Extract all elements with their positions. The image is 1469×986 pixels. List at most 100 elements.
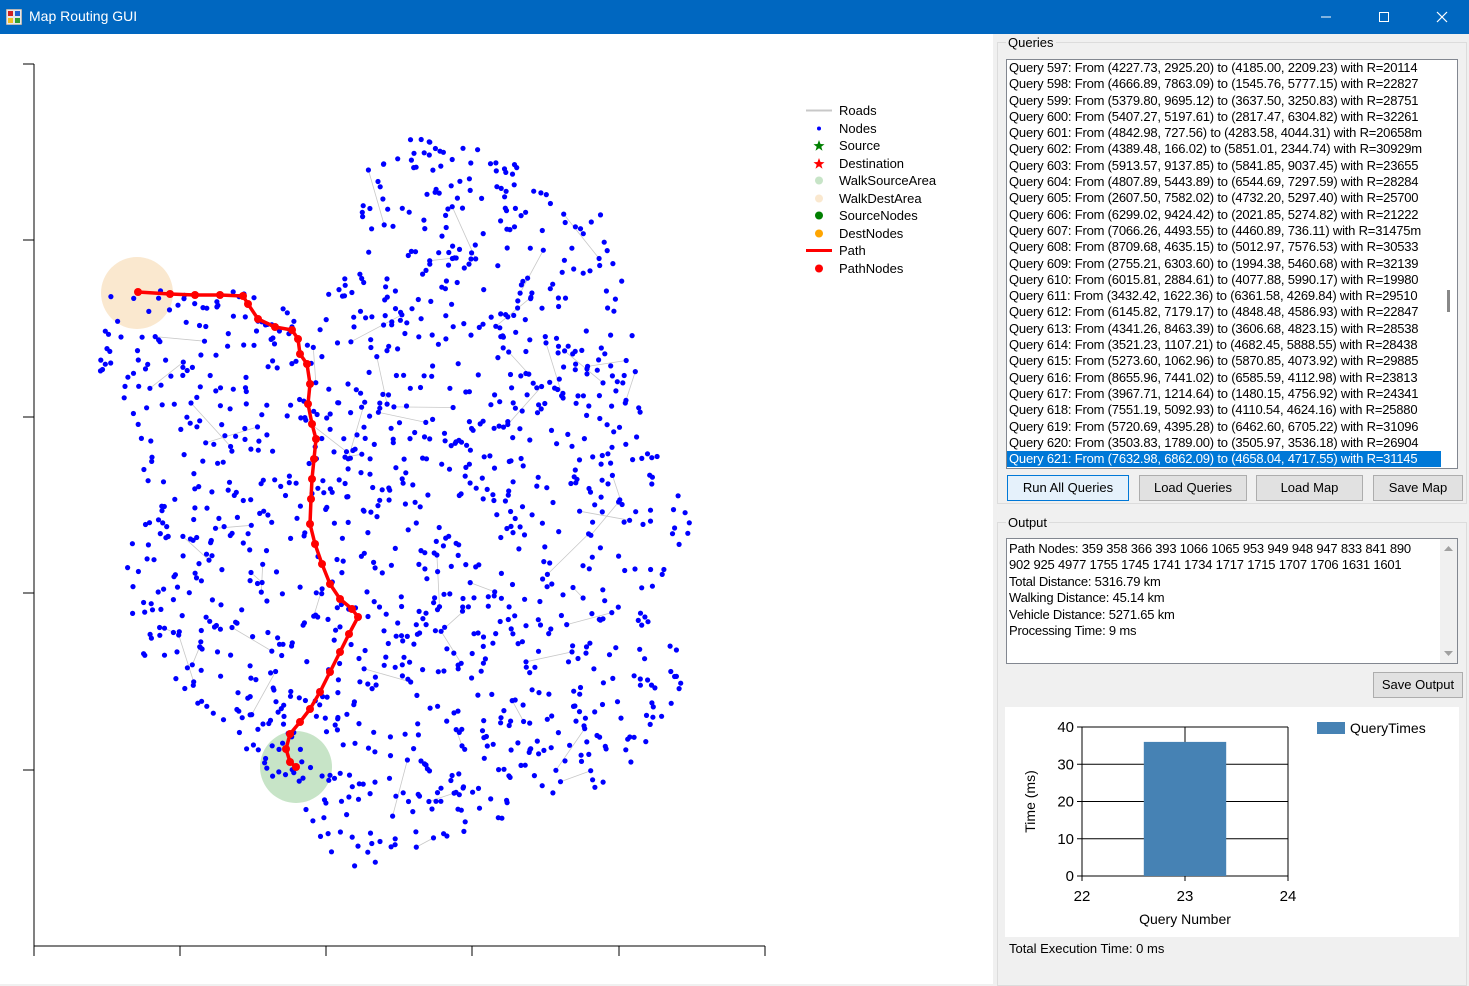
path-node <box>306 705 314 713</box>
close-button[interactable] <box>1413 0 1469 34</box>
scrollbar-thumb[interactable] <box>1447 290 1450 312</box>
query-list-item[interactable]: Query 605: From (2607.50, 7582.02) to (4… <box>1009 190 1419 206</box>
maximize-button[interactable] <box>1355 0 1413 34</box>
load-queries-button[interactable]: Load Queries <box>1139 475 1247 501</box>
x-axis-label: Query Number <box>1139 911 1231 927</box>
legend-label: Path <box>839 243 866 258</box>
map-axes <box>23 63 766 956</box>
path-node <box>296 350 304 358</box>
query-list-item[interactable]: Query 614: From (3521.23, 1107.21) to (4… <box>1009 337 1418 353</box>
path-node <box>282 745 290 753</box>
roads-layer <box>149 169 636 848</box>
legend-label: WalkSourceArea <box>839 173 937 188</box>
path-node <box>312 435 320 443</box>
nodes-layer <box>97 136 692 869</box>
query-list-item[interactable]: Query 613: From (4341.26, 8463.39) to (3… <box>1009 320 1419 336</box>
scroll-down-icon[interactable] <box>1440 647 1457 661</box>
path-node <box>316 688 324 696</box>
query-list-item[interactable]: Query 606: From (6299.02, 9424.42) to (2… <box>1009 206 1419 222</box>
output-scrollbar[interactable] <box>1440 539 1457 663</box>
load-map-button[interactable]: Load Map <box>1256 475 1363 501</box>
output-line: Processing Time: 9 ms <box>1009 623 1137 639</box>
query-list-item[interactable]: Query 599: From (5379.80, 9695.12) to (3… <box>1009 92 1419 108</box>
output-line: Total Distance: 5316.79 km <box>1009 573 1161 589</box>
query-list-item[interactable]: Query 612: From (6145.82, 7179.17) to (4… <box>1009 304 1419 320</box>
app-icon <box>6 9 22 25</box>
path-node <box>308 475 316 483</box>
query-list-item[interactable]: Query 597: From (4227.73, 2925.20) to (4… <box>1009 60 1418 75</box>
legend-thickline-icon <box>805 242 833 259</box>
query-list-item[interactable]: Query 616: From (8655.96, 7441.02) to (6… <box>1009 369 1418 385</box>
output-textbox[interactable]: Path Nodes: 359 358 366 393 1066 1065 95… <box>1006 538 1458 664</box>
y-tick-label: 30 <box>1057 756 1074 773</box>
path-node <box>254 315 262 323</box>
legend-item: Source <box>805 137 965 154</box>
save-output-button[interactable]: Save Output <box>1373 672 1463 698</box>
path-node <box>307 495 315 503</box>
path-node <box>336 648 344 656</box>
query-times-chart: 0 10 20 30 40 22 23 24 Query Number Time (ms) Quer… <box>1005 707 1459 937</box>
legend-item: Roads <box>805 102 965 119</box>
path-node <box>345 630 353 638</box>
path-node <box>239 292 247 300</box>
chart-legend-swatch <box>1317 722 1345 734</box>
query-list-item[interactable]: Query 621: From (7632.98, 6862.09) to (4… <box>1007 451 1443 468</box>
path-node <box>271 323 279 331</box>
y-tick-label: 40 <box>1057 719 1074 736</box>
query-list-item[interactable]: Query 619: From (5720.69, 4395.28) to (6… <box>1009 418 1419 434</box>
legend-item: WalkDestArea <box>805 190 965 207</box>
query-list-item[interactable]: Query 601: From (4842.98, 727.56) to (42… <box>1009 125 1422 141</box>
path-node <box>286 758 294 766</box>
path-node <box>348 605 356 613</box>
path-node <box>310 455 318 463</box>
legend-circle-icon <box>805 260 833 277</box>
legend-item: DestNodes <box>805 225 965 242</box>
route-path <box>134 288 362 771</box>
y-axis-label: Time (ms) <box>1022 770 1038 832</box>
query-list-item[interactable]: Query 603: From (5913.57, 9137.85) to (5… <box>1009 157 1419 173</box>
path-node <box>166 290 174 298</box>
legend-label: PathNodes <box>839 260 904 276</box>
legend-circle-icon <box>805 207 833 224</box>
path-node <box>244 300 252 308</box>
x-tick-label: 22 <box>1074 888 1091 905</box>
legend-circle-icon <box>805 190 833 207</box>
legend-label: Nodes <box>839 120 877 136</box>
output-line: Walking Distance: 45.14 km <box>1009 590 1165 606</box>
query-list-item[interactable]: Query 609: From (2755.21, 6303.60) to (1… <box>1009 255 1419 271</box>
minimize-icon <box>1321 16 1331 18</box>
run-all-queries-button[interactable]: Run All Queries <box>1007 475 1129 501</box>
query-list-item[interactable]: Query 610: From (6015.81, 2884.61) to (4… <box>1009 271 1419 287</box>
output-group-label: Output <box>1006 515 1050 530</box>
map-view[interactable]: Roads Nodes Source Destination WalkSourceAre… <box>0 34 993 984</box>
query-list-item[interactable]: Query 611: From (3432.42, 1622.36) to (6… <box>1009 288 1418 304</box>
queries-group-label: Queries <box>1006 35 1056 50</box>
total-execution-time: Total Execution Time: 0 ms <box>1009 941 1165 956</box>
query-list-item[interactable]: Query 600: From (5407.27, 5197.61) to (2… <box>1009 108 1419 124</box>
query-list-item[interactable]: Query 608: From (8709.68, 4635.15) to (5… <box>1009 239 1419 255</box>
query-list-item[interactable]: Query 604: From (4807.89, 5443.89) to (6… <box>1009 174 1419 190</box>
legend-label: WalkDestArea <box>839 190 922 206</box>
path-node <box>326 580 334 588</box>
scroll-up-icon[interactable] <box>1440 541 1457 555</box>
query-list-item[interactable]: Query 598: From (4666.89, 7863.09) to (1… <box>1009 76 1419 92</box>
query-list-item[interactable]: Query 607: From (7066.26, 4493.55) to (4… <box>1009 222 1421 238</box>
chart-legend-label: QueryTimes <box>1350 720 1426 736</box>
legend-item: SourceNodes <box>805 207 965 224</box>
query-list-item[interactable]: Query 617: From (3967.71, 1214.64) to (1… <box>1009 385 1419 401</box>
path-node <box>306 380 314 388</box>
query-list-item[interactable]: Query 615: From (5273.60, 1062.96) to (5… <box>1009 353 1419 369</box>
query-list-item[interactable]: Query 618: From (7551.19, 5092.93) to (4… <box>1009 402 1418 418</box>
legend-dot-icon <box>805 120 833 137</box>
minimize-button[interactable] <box>1297 0 1355 34</box>
queries-listbox[interactable]: Query 597: From (4227.73, 2925.20) to (4… <box>1006 59 1458 469</box>
path-node <box>336 595 344 603</box>
path-node <box>288 326 296 334</box>
path-node <box>308 420 316 428</box>
window-title: Map Routing GUI <box>29 8 138 24</box>
save-map-button[interactable]: Save Map <box>1373 475 1463 501</box>
query-list-item[interactable]: Query 602: From (4389.48, 166.02) to (58… <box>1009 141 1422 157</box>
legend-item: Path <box>805 242 965 259</box>
queries-scrollbar[interactable] <box>1441 60 1457 468</box>
query-list-item[interactable]: Query 620: From (3503.83, 1789.00) to (3… <box>1009 434 1419 450</box>
